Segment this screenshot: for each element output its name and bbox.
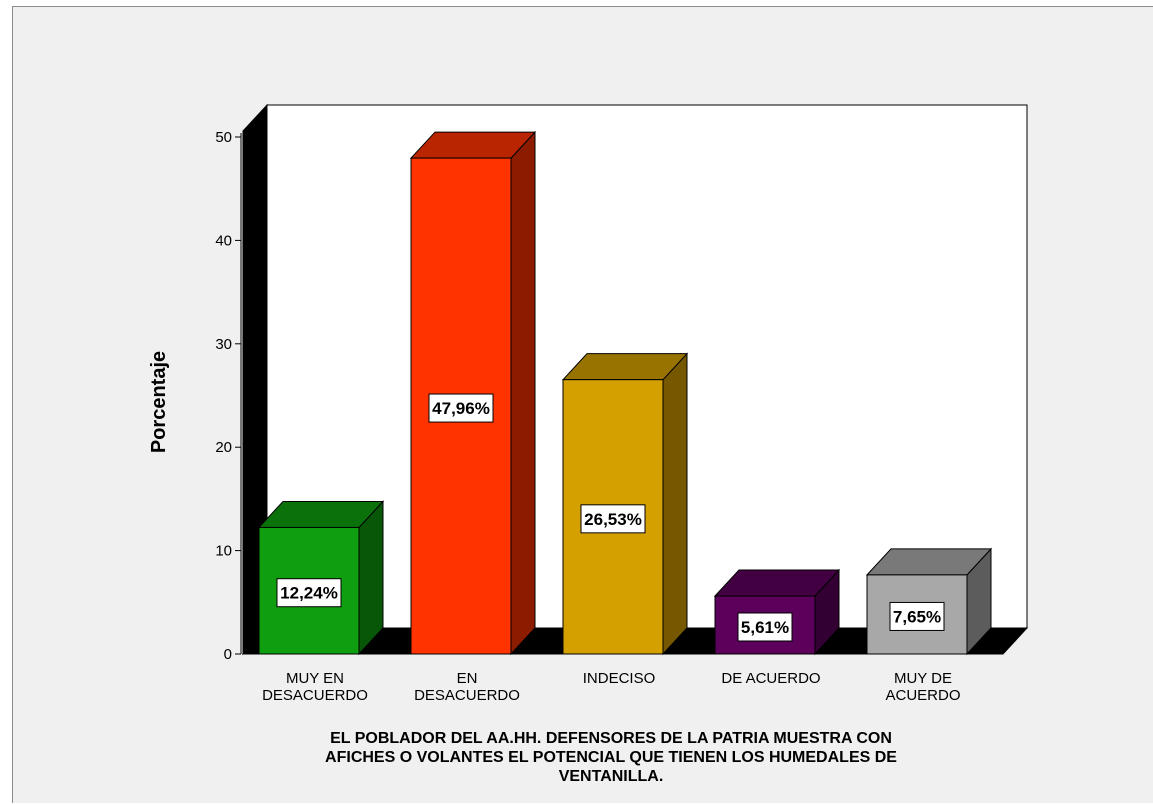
x-axis-title-line: VENTANILLA. <box>559 768 664 785</box>
bar <box>561 352 689 656</box>
y-tick-label: 30 <box>215 336 232 353</box>
x-category-label: EN <box>457 670 478 687</box>
data-label: 26,53% <box>580 504 646 534</box>
y-tick-label: 50 <box>215 129 232 146</box>
data-label-box <box>276 578 342 608</box>
x-category-label: DE ACUERDO <box>721 670 820 687</box>
y-tick-label: 40 <box>215 232 232 249</box>
bar <box>257 500 385 656</box>
chart-frame: 0 10 20 30 40 50 12,24% 47,96% 26,53% 5,61% 7,65%… <box>12 6 1153 803</box>
x-category-label: MUY EN <box>286 670 344 687</box>
x-category-label: MUY DE <box>894 670 952 687</box>
bar <box>865 547 993 656</box>
y-axis-label: Porcentaje <box>148 351 170 453</box>
x-axis-title-line: AFICHES O VOLANTES EL POTENCIAL QUE TIEN… <box>325 749 897 766</box>
bar-side <box>358 500 384 656</box>
bar <box>409 130 537 656</box>
data-label: 47,96% <box>428 393 494 423</box>
bar-chart: 0 10 20 30 40 50 12,24% 47,96% 26,53% 5,61% 7,65%… <box>148 103 1029 785</box>
y-tick-label: 0 <box>224 646 232 663</box>
data-label-box <box>428 393 494 423</box>
data-label-box <box>580 504 646 534</box>
data-label-text: 26,53% <box>584 510 642 529</box>
bar-side <box>510 130 536 656</box>
data-label-text: 5,61% <box>741 618 789 637</box>
y-tick-label: 10 <box>215 543 232 560</box>
data-label-text: 12,24% <box>280 584 338 603</box>
x-category-label: DESACUERDO <box>414 687 520 704</box>
data-label: 7,65% <box>889 601 945 631</box>
x-category-label: INDECISO <box>583 670 656 687</box>
data-label-text: 7,65% <box>893 607 941 626</box>
y-axis: 0 10 20 30 40 50 <box>215 129 242 663</box>
x-axis-title: EL POBLADOR DEL AA.HH. DEFENSORES DE LA … <box>325 730 897 785</box>
data-label-text: 47,96% <box>432 399 490 418</box>
data-label: 12,24% <box>276 578 342 608</box>
bar-side <box>662 352 688 656</box>
x-category-label: DESACUERDO <box>262 687 368 704</box>
x-axis-title-line: EL POBLADOR DEL AA.HH. DEFENSORES DE LA … <box>330 730 892 747</box>
data-label-box <box>737 612 793 642</box>
x-category-label: ACUERDO <box>885 687 960 704</box>
y-tick-label: 20 <box>215 439 232 456</box>
data-label-box <box>889 601 945 631</box>
data-label: 5,61% <box>737 612 793 642</box>
bars-group: 12,24% 47,96% 26,53% 5,61% 7,65% <box>257 130 993 656</box>
